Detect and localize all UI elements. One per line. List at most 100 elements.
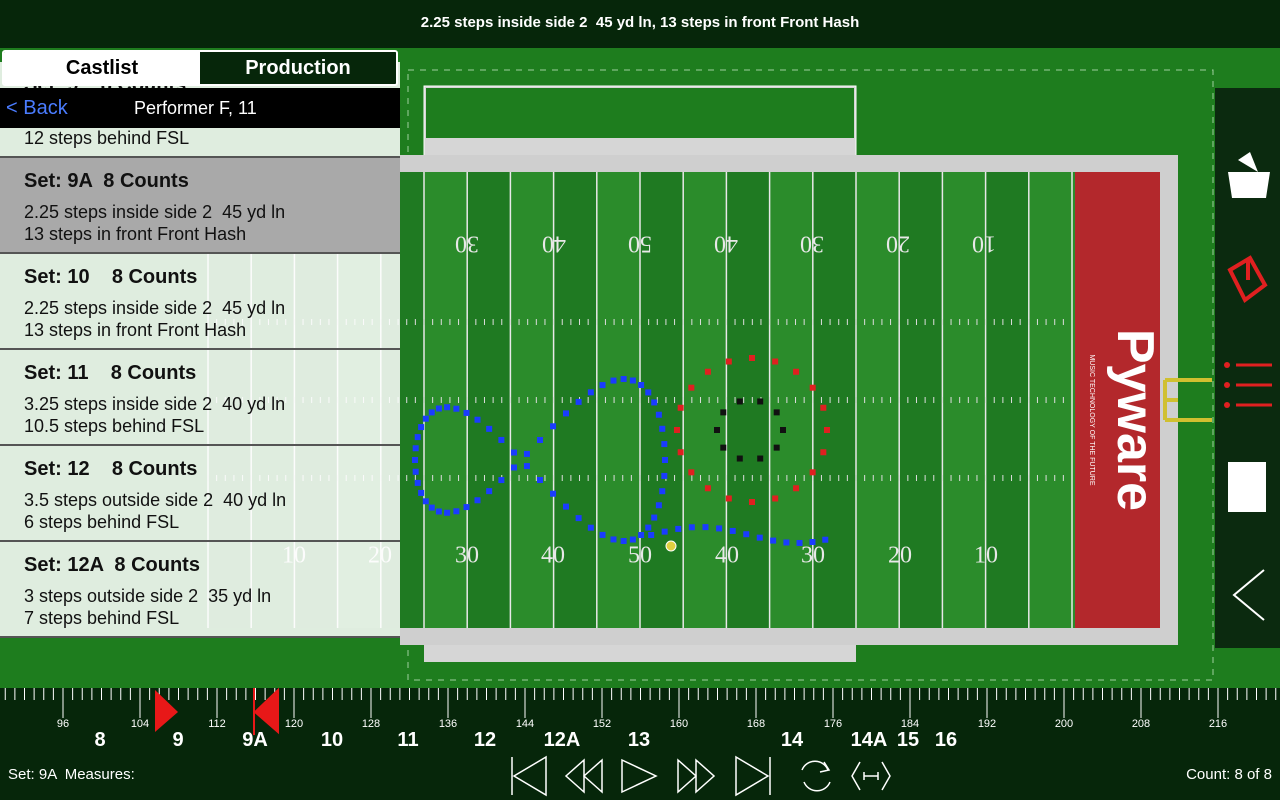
performer — [414, 479, 421, 486]
set-position: 13 steps in front Front Hash — [24, 320, 247, 340]
set-item[interactable]: Set: 11 8 Counts 3.25 steps inside side 2… — [0, 350, 400, 446]
performer — [772, 358, 779, 365]
set-label[interactable]: 14A — [851, 729, 888, 751]
yard-number: 40 — [715, 543, 739, 569]
performer — [674, 427, 680, 433]
performer — [725, 495, 732, 502]
play-button[interactable] — [621, 758, 658, 794]
team-box — [424, 645, 856, 662]
performer — [498, 477, 505, 484]
performer — [661, 472, 668, 479]
performer — [444, 509, 451, 516]
performer — [463, 504, 470, 511]
range-marker[interactable] — [253, 687, 279, 735]
set-label[interactable]: 9A — [242, 729, 268, 751]
performer — [770, 537, 777, 544]
tab-bar: Castlist Production — [2, 50, 398, 86]
count-label: 160 — [670, 718, 688, 730]
performer — [550, 423, 557, 430]
set-position: 3.25 steps inside side 2 40 yd ln — [24, 394, 286, 414]
yard-number: 30 — [801, 543, 825, 569]
tab[interactable]: Castlist — [4, 52, 200, 84]
set-label[interactable]: 14 — [781, 729, 804, 751]
set-label[interactable]: 10 — [321, 729, 343, 751]
back-button[interactable]: < Back — [6, 97, 68, 119]
count-label: 152 — [593, 718, 611, 730]
side-panel: Set: 9 8 Counts0.5 steps outside side 1 … — [0, 48, 400, 688]
count-label: 192 — [978, 718, 996, 730]
playing-field — [300, 172, 1075, 628]
performer — [511, 449, 518, 456]
rewind-button[interactable] — [564, 758, 603, 794]
first-button[interactable] — [511, 755, 547, 797]
performer — [428, 409, 435, 416]
team-box-inner — [426, 88, 854, 138]
set-item[interactable]: Set: 12 8 Counts 3.5 steps outside side 2… — [0, 446, 400, 542]
performer — [756, 534, 763, 541]
performer — [809, 469, 816, 476]
performer — [610, 377, 617, 384]
set-label[interactable]: 12A — [544, 729, 581, 751]
performer — [575, 398, 582, 405]
set-item[interactable]: Set: 12A 8 Counts 3 steps outside side 2 … — [0, 542, 400, 638]
logo: Pyware — [1106, 329, 1164, 511]
performer — [648, 532, 655, 538]
performer — [474, 497, 481, 504]
performer — [562, 503, 569, 510]
yard-number: 10 — [974, 543, 998, 569]
set-position: 13 steps in front Front Hash — [24, 224, 247, 244]
stripe — [812, 172, 856, 628]
performer — [651, 514, 658, 521]
set-position: 3.5 steps outside side 2 40 yd ln — [24, 490, 287, 510]
yard-number: 30 — [455, 230, 479, 256]
performer — [773, 409, 780, 416]
performer — [661, 441, 668, 448]
set-label[interactable]: 16 — [935, 729, 957, 751]
set-item[interactable]: Set: 10 8 Counts 2.25 steps inside side 2… — [0, 254, 400, 350]
loop-button[interactable] — [801, 760, 831, 792]
performer — [783, 539, 790, 546]
set-item[interactable]: Set: 9A 8 Counts 2.25 steps inside side 2… — [0, 158, 400, 254]
count-label: 208 — [1132, 718, 1150, 730]
tool-icon[interactable] — [1228, 152, 1270, 198]
last-button[interactable] — [735, 755, 771, 797]
performer — [822, 536, 829, 543]
performer — [809, 384, 816, 391]
tool-icon[interactable] — [1228, 462, 1266, 512]
set-label[interactable]: 11 — [397, 729, 418, 751]
performer — [511, 464, 518, 471]
performer — [550, 490, 557, 497]
set-label[interactable]: 8 — [94, 729, 105, 751]
performer — [418, 489, 425, 496]
performer — [599, 382, 606, 389]
header-title: 2.25 steps inside side 2 45 yd ln, 13 st… — [420, 14, 860, 31]
performer — [720, 444, 727, 451]
performer — [677, 449, 684, 456]
goal-post — [1163, 378, 1212, 422]
stripe — [553, 172, 597, 628]
range-button[interactable] — [851, 761, 891, 791]
performer — [716, 525, 723, 532]
count-label: 200 — [1055, 718, 1073, 730]
performer — [645, 389, 652, 396]
footer-status: Set: 9A Measures: — [8, 766, 135, 783]
range-marker[interactable] — [155, 690, 178, 732]
yard-number: 50 — [628, 543, 652, 569]
forward-button[interactable] — [677, 758, 716, 794]
set-label[interactable]: 13 — [628, 729, 650, 751]
count-label: 128 — [362, 718, 380, 730]
tool-icon[interactable] — [1227, 255, 1268, 304]
performer — [486, 425, 493, 432]
yard-number: 50 — [628, 230, 652, 256]
tab[interactable]: Production — [200, 52, 396, 84]
count-label: 168 — [747, 718, 765, 730]
timeline — [0, 688, 1280, 800]
logo-tagline: MUSIC TECHNOLOGY OF THE FUTURE — [1088, 354, 1095, 485]
set-label[interactable]: 15 — [897, 729, 919, 751]
set-label[interactable]: 12 — [474, 729, 496, 751]
tool-icon[interactable] — [1232, 569, 1265, 621]
set-label[interactable]: 9 — [172, 729, 183, 751]
performer — [453, 508, 460, 515]
performer — [736, 398, 743, 405]
selected-performer — [665, 540, 677, 552]
